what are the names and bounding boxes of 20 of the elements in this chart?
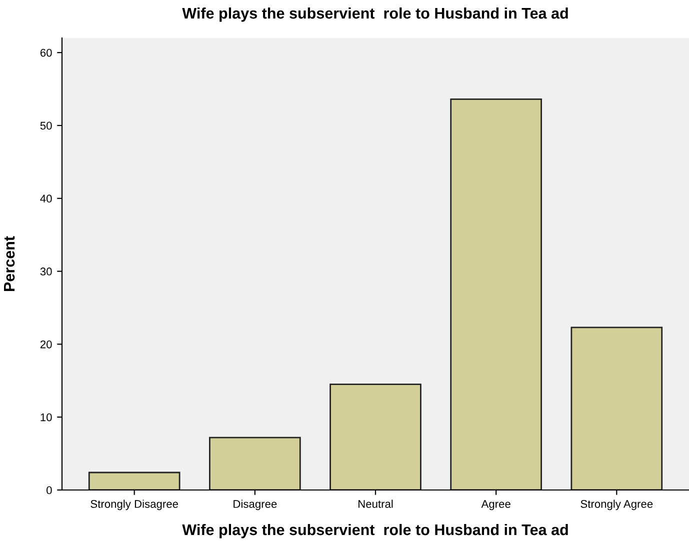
x-tick-label: Disagree [234,500,277,510]
x-axis-title: Wife plays the subservient role to Husband in Tea ad [182,524,568,538]
bar [330,384,422,490]
bar [88,472,180,490]
chart-title: Wife plays the subservient role to Husband in Tea ad [182,7,568,22]
y-tick-label: 20 [40,340,52,348]
bar [450,98,542,490]
y-tick-label: 30 [40,268,52,276]
y-tick-label: 10 [40,413,52,422]
x-tick-label: Agree [481,500,510,510]
x-tick-label: Strongly Disagree [90,500,178,510]
y-axis-title: Percent [4,236,15,291]
bar [209,436,301,490]
x-tick-label: Strongly Agree [580,500,653,510]
y-tick-label: 50 [40,122,52,130]
bar [570,326,663,490]
x-tick-label: Neutral [358,500,393,508]
y-tick-label: 40 [40,194,52,203]
y-tick-label: 0 [46,486,52,494]
y-tick-label: 60 [40,48,52,57]
